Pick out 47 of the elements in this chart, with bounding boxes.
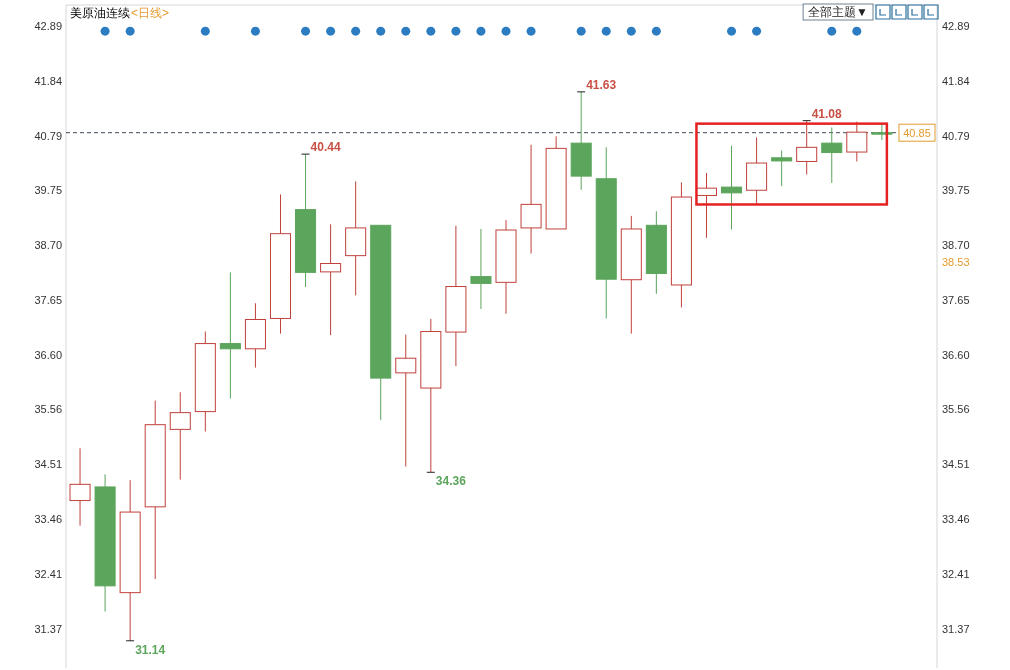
text: 41.08 <box>811 106 842 121</box>
candlestick <box>871 122 893 141</box>
ref-line-label: 40.85 <box>903 126 931 139</box>
candlestick <box>695 172 717 239</box>
y-tick-label: 42.89 <box>34 19 62 32</box>
candlestick <box>520 144 542 255</box>
y2-tick-label: 31.37 <box>942 622 970 635</box>
y-tick-label: 35.56 <box>34 403 62 416</box>
chart-title: 美原油连续 <box>70 6 130 20</box>
y2-tick-label: 36.60 <box>942 349 970 362</box>
text: 31.14 <box>135 642 166 657</box>
y-tick-label: 40.79 <box>34 129 62 142</box>
candlestick <box>821 126 843 184</box>
text: 40.44 <box>310 140 341 155</box>
candlestick <box>395 334 417 468</box>
y-tick-label: 32.41 <box>34 568 62 581</box>
y2-tick-label: 37.65 <box>942 294 970 307</box>
chart-subtitle: <日线> <box>131 6 170 20</box>
candlestick <box>169 391 191 481</box>
candlestick <box>796 120 818 176</box>
y2-tick-label: 38.70 <box>942 239 970 252</box>
y-tick-label: 39.75 <box>34 184 62 197</box>
y-tick-label: 36.60 <box>34 349 62 362</box>
y2-tick-label: 35.56 <box>942 403 970 416</box>
y2-tick-label: 41.84 <box>942 74 970 87</box>
candlestick <box>69 447 91 527</box>
y2-tick-label: 39.75 <box>942 184 970 197</box>
y-tick-label: 31.37 <box>34 622 62 635</box>
candlestick <box>771 149 793 187</box>
candlestick <box>320 223 342 336</box>
y-tick-label: 38.70 <box>34 239 62 252</box>
y2-tick-label: 32.41 <box>942 568 970 581</box>
y2-tick-label: 33.46 <box>942 513 970 526</box>
y-tick-label: 34.51 <box>34 458 62 471</box>
y2-tick-label: 34.51 <box>942 458 970 471</box>
candlestick <box>219 271 241 400</box>
y2-tick-label: 40.79 <box>942 129 970 142</box>
candlestick <box>721 145 743 230</box>
y-tick-label: 33.46 <box>34 513 62 526</box>
text: 41.63 <box>586 77 617 92</box>
candlestick <box>470 228 492 310</box>
annotation: 全部主题▼ <box>808 5 868 19</box>
y-tick-label: 37.65 <box>34 294 62 307</box>
text: 34.36 <box>435 474 466 489</box>
y2-tick-label: 42.89 <box>942 19 970 32</box>
text: 38.53 <box>942 256 970 268</box>
y-tick-label: 41.84 <box>34 74 62 87</box>
